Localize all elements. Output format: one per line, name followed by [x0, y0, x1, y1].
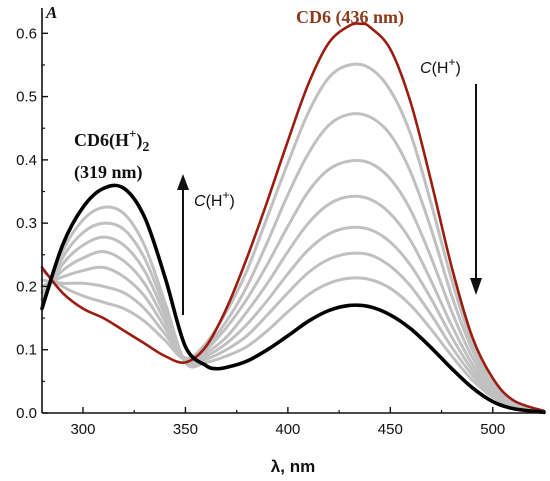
increase-arrow-c: C	[194, 193, 206, 210]
increase-arrow-head	[177, 174, 189, 190]
cd6h-label-sub: 2	[142, 140, 149, 155]
series-line-intermediate-1	[40, 62, 546, 413]
x-tick-label: 350	[173, 421, 198, 438]
series-line-intermediate-6	[40, 221, 546, 414]
x-tick-label: 500	[480, 421, 505, 438]
series-line-cd6h2	[40, 183, 546, 415]
series-line-intermediate-2	[40, 112, 546, 413]
series-line-intermediate-4	[40, 194, 546, 413]
increase-arrow-close: )	[229, 193, 234, 210]
cd6h-label-sup: +	[129, 126, 136, 141]
x-axis-label: λ, nm	[271, 457, 315, 476]
decrease-arrow-head	[470, 278, 482, 295]
decrease-arrow-close: )	[455, 60, 460, 77]
y-tick-label: 0.5	[16, 89, 37, 106]
y-tick-label: 0.1	[16, 342, 37, 359]
decrease-arrow-h: (H	[432, 60, 449, 77]
decrease-arrow-sup: +	[448, 55, 455, 69]
axis-ticks: 300 350 400 450 500 0.0 0.1 0.2 0.3 0.4 0.5 0.6	[16, 25, 545, 438]
decrease-arrow-label: C(H+)	[420, 55, 461, 77]
y-tick-label: 0.3	[16, 215, 37, 232]
y-tick-label: 0.6	[16, 25, 37, 42]
series-line-cd6	[40, 22, 546, 413]
y-tick-label: 0.2	[16, 278, 37, 295]
y-tick-label: 0.0	[16, 405, 37, 422]
series-line-intermediate-7	[40, 205, 546, 414]
series-line-intermediate-3	[40, 158, 546, 413]
x-tick-label: 300	[70, 421, 95, 438]
y-tick-label: 0.4	[16, 152, 37, 169]
cd6-label: CD6 (436 nm)	[296, 7, 404, 28]
spectra-curves	[40, 22, 546, 415]
increase-arrow-sup: +	[222, 188, 229, 202]
cd6h-wavelength-label: (319 nm)	[74, 162, 143, 183]
cd6h-label: CD6(H+)2	[74, 126, 149, 155]
cd6h-label-base: CD6(H	[74, 130, 129, 151]
increase-arrow-label: C(H+)	[194, 188, 235, 210]
x-tick-label: 400	[275, 421, 300, 438]
series-line-intermediate-5	[40, 225, 546, 414]
increase-arrow-h: (H	[206, 193, 223, 210]
cd6h-label-close: )	[136, 130, 142, 151]
decrease-arrow-c: C	[420, 60, 432, 77]
x-tick-label: 450	[378, 421, 403, 438]
y-axis-label: A	[45, 3, 57, 22]
